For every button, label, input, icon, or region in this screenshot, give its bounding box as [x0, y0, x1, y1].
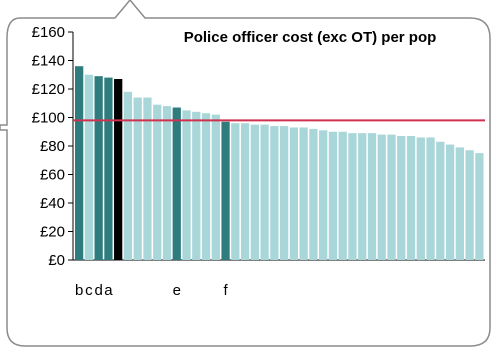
bar: [358, 133, 367, 260]
bar: [143, 97, 152, 260]
bar: [406, 136, 416, 260]
bar: [416, 137, 425, 260]
bar-highlight-label: e: [173, 282, 181, 299]
bar: [123, 91, 133, 260]
bar: [260, 124, 269, 261]
bar: [114, 79, 123, 260]
bar-highlight-label: c: [85, 282, 93, 299]
bar: [397, 136, 406, 260]
bar: [280, 126, 289, 260]
bar: [201, 113, 211, 260]
y-tick-label: £160: [32, 24, 65, 41]
y-tick-label: £0: [48, 252, 65, 269]
bar: [348, 133, 357, 260]
bar-highlight-label: a: [104, 282, 113, 299]
y-tick-label: £120: [32, 81, 65, 98]
bar: [221, 121, 230, 260]
bar: [289, 127, 299, 260]
bar: [162, 106, 172, 260]
bar: [299, 127, 308, 260]
bar: [367, 133, 377, 260]
bar: [240, 123, 250, 260]
bar: [436, 141, 445, 260]
bar: [338, 131, 347, 260]
bar: [84, 74, 94, 260]
bar: [387, 134, 396, 260]
bar: [94, 76, 103, 260]
bar: [465, 150, 474, 260]
y-tick-label: £80: [40, 138, 65, 155]
bar: [377, 134, 386, 260]
chart-title: Police officer cost (exc OT) per pop: [184, 29, 437, 46]
bar: [328, 131, 338, 260]
y-tick-label: £40: [40, 195, 65, 212]
y-tick-label: £20: [40, 224, 65, 241]
bar: [475, 153, 484, 261]
bar: [75, 66, 84, 260]
bar: [211, 114, 220, 261]
bar: [445, 144, 455, 260]
bar-highlight-label: f: [223, 282, 228, 299]
y-tick-label: £60: [40, 167, 65, 184]
bar: [426, 137, 435, 260]
y-axis: £160 £140 £120 £100 £80 £60 £40 £20 £0: [32, 24, 485, 269]
bar: [172, 107, 181, 260]
bars-group: [75, 66, 484, 261]
bar: [153, 104, 162, 260]
bar: [250, 124, 259, 261]
bar: [182, 110, 191, 261]
y-tick-label: £140: [32, 53, 65, 70]
bar: [192, 111, 201, 260]
bar: [309, 128, 318, 260]
bar: [231, 123, 240, 260]
bar: [455, 147, 464, 260]
bar-highlight-label: d: [94, 282, 102, 299]
bar: [104, 77, 113, 260]
bar: [319, 130, 328, 260]
bar: [133, 97, 142, 260]
bar-highlight-label: b: [75, 282, 83, 299]
y-tick-label: £100: [32, 110, 65, 127]
bar: [270, 126, 279, 260]
